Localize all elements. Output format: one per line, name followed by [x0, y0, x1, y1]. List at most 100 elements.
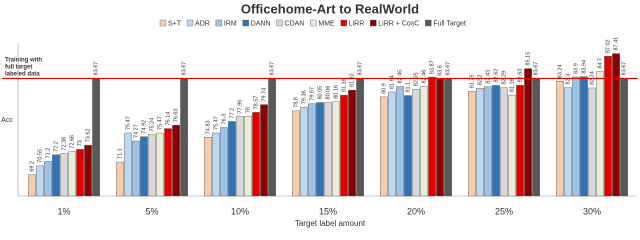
bar	[324, 102, 332, 197]
x-tick-label: 1%	[57, 206, 70, 216]
value-label: 87.02	[605, 39, 611, 53]
chart-title: Officehome-Art to RealWorld	[241, 1, 419, 16]
annotation: labeled data	[5, 72, 40, 78]
x-tick-label: 15%	[319, 206, 337, 216]
value-label: 72.2	[53, 141, 59, 152]
bar	[124, 132, 132, 197]
value-label: 78.57	[253, 96, 259, 110]
value-label: 78	[245, 107, 251, 113]
annotation: full target	[5, 65, 32, 71]
bar	[228, 121, 236, 197]
x-tick-label: 25%	[495, 206, 513, 216]
legend-swatch	[186, 19, 194, 27]
bar	[140, 136, 148, 197]
value-label: 81.1	[405, 82, 411, 93]
value-label: 76.63	[174, 109, 180, 123]
value-label: 73.62	[86, 129, 92, 143]
legend-swatch	[276, 19, 283, 27]
legend-label: LiRR	[349, 20, 365, 27]
bar	[36, 165, 44, 197]
value-label: 72.66	[69, 135, 75, 149]
bar	[396, 86, 404, 197]
y-axis-label: Acc	[1, 117, 13, 124]
bar	[116, 161, 124, 197]
value-label: 77.96	[237, 100, 243, 114]
bar	[84, 145, 92, 197]
value-label: 75.47	[157, 116, 163, 130]
bar	[300, 106, 308, 197]
bar	[380, 96, 388, 197]
value-label: 83.24	[557, 65, 563, 79]
value-label: 82.3	[565, 74, 571, 85]
value-label: 74.27	[133, 124, 139, 138]
value-label: 69.2	[29, 161, 35, 172]
value-label: 85.15	[526, 52, 532, 66]
value-label: 70.55	[37, 149, 43, 163]
legend-label: IRM	[224, 20, 237, 27]
bar	[212, 132, 220, 197]
value-label: 74.83	[205, 120, 211, 134]
value-label: 76.14	[165, 112, 171, 126]
legend-swatch	[370, 19, 377, 27]
value-label: 82.46	[421, 70, 427, 84]
bar	[172, 125, 180, 197]
bar	[620, 78, 628, 197]
value-label: 80.05	[317, 86, 323, 100]
bar	[148, 134, 156, 197]
bar	[28, 174, 36, 197]
bar	[244, 115, 252, 197]
legend-swatch	[159, 19, 167, 27]
value-label: 79.36	[301, 90, 307, 104]
legend-swatch	[215, 19, 223, 27]
bar	[220, 127, 228, 197]
legend-swatch	[242, 19, 249, 27]
x-tick-label: 10%	[231, 206, 249, 216]
legend-label: LiRR + CosC	[378, 20, 419, 27]
bar	[252, 112, 260, 197]
bar	[60, 153, 68, 197]
value-label: 83.67	[182, 62, 188, 76]
value-label: 83.67	[358, 62, 364, 76]
bar	[588, 87, 596, 197]
bar	[420, 86, 428, 197]
bar	[492, 85, 500, 197]
bar	[428, 76, 436, 197]
bar	[580, 76, 588, 197]
bar	[556, 81, 564, 197]
x-axis-label: Target label amount	[295, 219, 366, 228]
legend-label: DANN	[251, 20, 271, 27]
value-label: 83.6	[438, 65, 444, 76]
bar	[388, 91, 396, 197]
bar	[348, 89, 356, 197]
legend-label: ADR	[195, 20, 210, 27]
value-label: 83.87	[429, 60, 435, 74]
bar	[308, 103, 316, 197]
x-tick-label: 30%	[583, 206, 601, 216]
bar	[316, 102, 324, 197]
legend-swatch	[340, 19, 347, 27]
value-label: 72.38	[61, 137, 67, 151]
value-label: 79.74	[262, 88, 268, 102]
value-label: 83.67	[270, 62, 276, 76]
value-label: 81.64	[389, 75, 395, 89]
bar	[292, 110, 300, 197]
bar	[572, 76, 580, 197]
value-label: 75.47	[125, 116, 131, 130]
value-label: 80.16	[333, 85, 339, 99]
legend-swatch	[310, 19, 317, 27]
bar	[164, 128, 172, 197]
value-label: 81.92	[350, 73, 356, 87]
bar	[68, 151, 76, 197]
legend-label: MME	[318, 20, 335, 27]
value-label: 78.8	[293, 97, 299, 108]
value-label: 82.45	[397, 70, 403, 84]
value-label: 82.05	[413, 72, 419, 86]
bar	[52, 154, 60, 197]
legend-label: CDAN	[285, 20, 305, 27]
bar	[412, 89, 420, 197]
bar	[516, 85, 524, 197]
bar	[444, 78, 452, 197]
bar	[236, 116, 244, 197]
value-label: 75.24	[149, 118, 155, 132]
bar	[260, 104, 268, 197]
